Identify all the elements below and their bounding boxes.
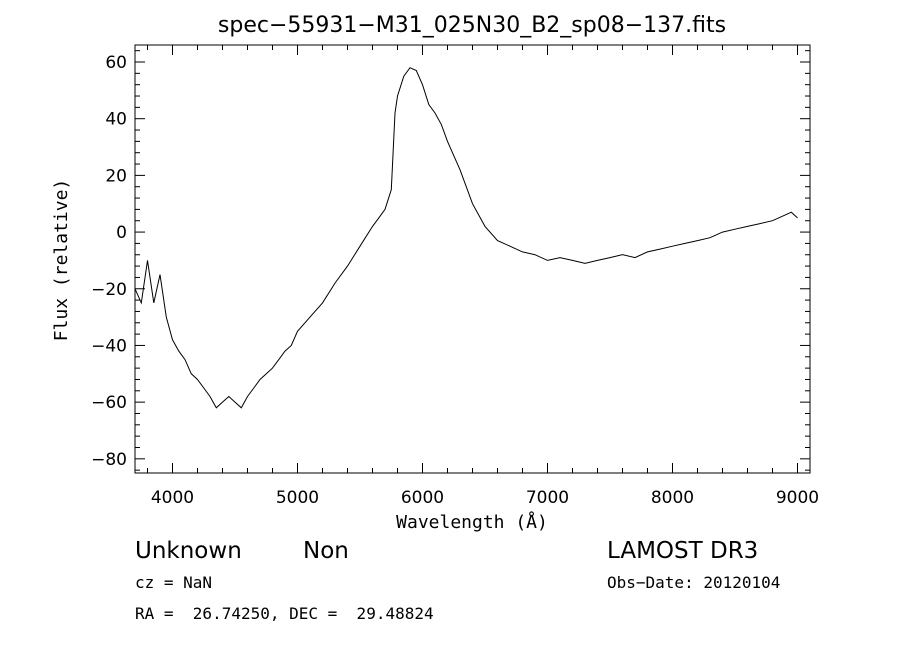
- x-tick-label: 8000: [651, 488, 694, 508]
- y-axis-label: Flux (relative): [51, 179, 72, 342]
- survey-text: LAMOST DR3: [607, 538, 758, 564]
- object-subclass-text: Non: [303, 538, 349, 564]
- spectrum-line: [135, 67, 798, 409]
- y-tick-label: −20: [91, 280, 127, 300]
- spectrum-series: [135, 67, 798, 409]
- y-tick-label: 60: [105, 53, 127, 73]
- y-tick-label: −80: [91, 450, 127, 470]
- plot-axes: 4000 5000 6000 7000 8000 9000 60 40 20 0 −20 −40 −60…: [91, 44, 819, 508]
- object-class-text: Unknown: [135, 538, 242, 564]
- y-tick-label: 40: [105, 110, 127, 130]
- plot-frame: [134, 44, 811, 474]
- y-tick-label: −40: [91, 336, 127, 356]
- x-tick-label: 4000: [151, 488, 194, 508]
- redshift-text: cz = NaN: [135, 573, 212, 592]
- chart-title: spec−55931−M31_025N30_B2_sp08−137.fits: [218, 13, 726, 38]
- x-tick-label: 5000: [276, 488, 319, 508]
- y-tick-label: −60: [91, 393, 127, 413]
- x-tick-label: 9000: [776, 488, 819, 508]
- y-tick-label: 20: [105, 166, 127, 186]
- x-axis-label: Wavelength (Å): [396, 511, 548, 533]
- x-tick-label: 6000: [401, 488, 444, 508]
- y-tick-label: 0: [116, 223, 127, 243]
- coordinates-text: RA = 26.74250, DEC = 29.48824: [135, 604, 434, 623]
- x-tick-label: 7000: [526, 488, 569, 508]
- obs-date-text: Obs−Date: 20120104: [607, 573, 780, 592]
